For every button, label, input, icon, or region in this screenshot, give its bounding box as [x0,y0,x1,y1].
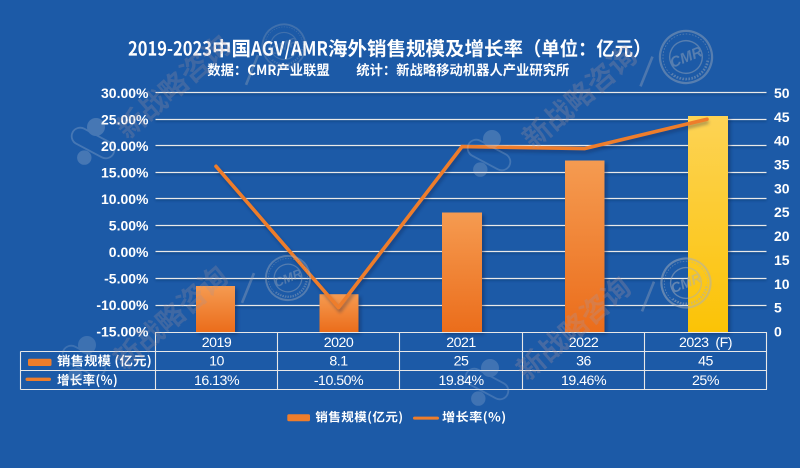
svg-text:25.00%: 25.00% [101,111,149,127]
svg-text:19.84%: 19.84% [438,373,484,389]
svg-text:19.46%: 19.46% [561,373,607,389]
svg-text:2023 (F): 2023 (F) [679,335,732,351]
svg-text:45: 45 [698,354,713,370]
svg-text:8.1: 8.1 [329,354,348,370]
svg-text:-10.50%: -10.50% [314,373,364,389]
svg-text:0.00%: 0.00% [109,244,149,260]
svg-text:2021: 2021 [446,335,476,351]
svg-text:10: 10 [774,276,790,292]
svg-text:2020: 2020 [324,335,354,351]
svg-text:5.00%: 5.00% [109,217,149,233]
svg-text:16.13%: 16.13% [194,373,240,389]
svg-text:10.00%: 10.00% [101,191,149,207]
svg-text:50: 50 [774,85,790,101]
svg-text:2022: 2022 [569,335,599,351]
svg-text:20: 20 [774,228,790,244]
svg-text:45: 45 [774,109,790,125]
svg-text:25: 25 [774,204,790,220]
svg-text:-5.00%: -5.00% [104,271,149,287]
svg-text:35: 35 [774,157,790,173]
svg-text:20.00%: 20.00% [101,138,149,154]
svg-text:36: 36 [576,354,591,370]
svg-text:30: 30 [774,180,790,196]
svg-text:30.00%: 30.00% [101,85,149,101]
svg-text:2019: 2019 [202,335,232,351]
svg-text:5: 5 [774,300,782,316]
svg-text:-10.00%: -10.00% [96,297,149,313]
svg-text:40: 40 [774,133,790,149]
svg-text:25%: 25% [692,373,720,389]
svg-text:25: 25 [454,354,469,370]
svg-text:0: 0 [774,324,782,340]
svg-text:15.00%: 15.00% [101,164,149,180]
svg-text:-15.00%: -15.00% [96,324,149,340]
svg-text:15: 15 [774,252,790,268]
svg-text:10: 10 [209,354,224,370]
